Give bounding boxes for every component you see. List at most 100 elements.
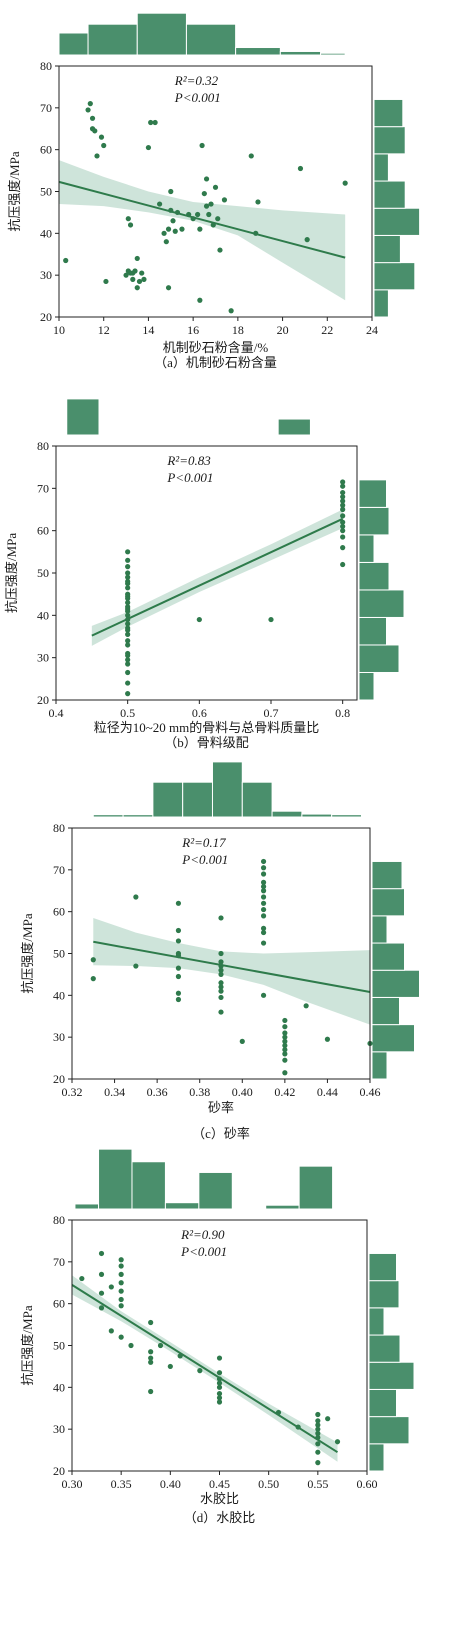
data-point xyxy=(282,1051,288,1057)
data-point xyxy=(125,600,131,606)
marginal-y-bar xyxy=(358,644,400,673)
p-value-annotation: P<0.001 xyxy=(180,1244,227,1259)
data-point xyxy=(123,272,129,278)
data-point xyxy=(125,606,131,612)
data-point xyxy=(315,1418,321,1424)
data-point xyxy=(340,483,346,489)
x-tick-label: 0.35 xyxy=(111,1477,132,1491)
data-point xyxy=(125,638,131,644)
data-point xyxy=(94,153,100,159)
data-point xyxy=(275,1409,282,1416)
x-axis-label: 粒径为10~20 mm的骨料与总骨料质量比 xyxy=(94,720,320,735)
data-point xyxy=(125,680,131,686)
data-point xyxy=(118,1296,124,1303)
data-point xyxy=(79,1275,85,1282)
data-point xyxy=(172,228,178,234)
data-point xyxy=(148,1355,154,1361)
data-point xyxy=(216,1355,223,1361)
marginal-x-bar xyxy=(164,1202,200,1210)
data-point xyxy=(216,1370,223,1376)
marginal-histogram-x xyxy=(74,1148,334,1210)
marginal-histogram-x xyxy=(58,12,346,56)
y-tick-label: 40 xyxy=(53,1380,65,1394)
data-point xyxy=(197,297,203,303)
data-point xyxy=(87,101,93,107)
data-point xyxy=(98,1290,105,1296)
marginal-y-bar xyxy=(373,153,389,182)
data-point xyxy=(217,247,223,253)
data-point xyxy=(175,990,182,996)
data-point xyxy=(92,128,98,134)
data-point xyxy=(282,1038,288,1044)
data-point xyxy=(203,203,210,209)
marginal-x-bar xyxy=(277,418,311,436)
y-tick-label: 50 xyxy=(40,185,52,199)
data-point xyxy=(340,494,346,500)
data-point xyxy=(340,489,346,496)
data-point xyxy=(248,153,254,159)
data-point xyxy=(125,570,131,576)
data-point xyxy=(118,1263,124,1269)
data-point xyxy=(315,1434,321,1441)
marginal-x-bar xyxy=(122,814,154,818)
data-point xyxy=(190,216,196,222)
y-tick-label: 80 xyxy=(40,59,52,73)
x-tick-label: 10 xyxy=(53,323,65,337)
data-point xyxy=(295,1424,301,1430)
marginal-y-bar xyxy=(373,234,401,264)
data-point xyxy=(89,115,96,121)
data-point xyxy=(297,165,304,172)
chart-panel-a: 10 12 14 16 18 20 22 24 20 30 40 50 60 70 80 抗压强度/MPa 机制… xyxy=(7,12,421,370)
marginal-y-bar xyxy=(368,1334,401,1363)
data-point xyxy=(125,631,131,637)
x-tick-label: 12 xyxy=(98,323,110,337)
data-point xyxy=(103,278,109,285)
data-point xyxy=(315,1426,321,1432)
data-point xyxy=(125,593,131,599)
data-point xyxy=(134,255,140,262)
data-point xyxy=(98,1305,105,1311)
marginal-x-bar xyxy=(136,12,187,56)
data-point xyxy=(125,564,131,570)
data-point xyxy=(260,888,267,894)
marginal-y-bar xyxy=(371,860,403,890)
data-point xyxy=(304,237,310,243)
data-point xyxy=(125,627,131,633)
y-ticks: 20 30 40 50 60 70 80 xyxy=(40,59,59,324)
data-point xyxy=(340,513,346,519)
data-point xyxy=(197,226,203,232)
p-value-annotation: P<0.001 xyxy=(174,90,221,105)
marginal-y-bar xyxy=(373,207,421,236)
panel-caption: （d）水胶比 xyxy=(184,1510,256,1525)
data-point xyxy=(125,642,131,648)
marginal-x-bar xyxy=(152,781,184,818)
data-point xyxy=(260,883,267,890)
marginal-y-bar xyxy=(373,289,389,318)
data-point xyxy=(125,616,131,623)
chart-panel-c: 0.32 0.34 0.36 0.38 0.40 0.42 0.44 0.46 20 30 40 50… xyxy=(20,761,420,1141)
data-point xyxy=(325,1416,331,1422)
y-tick-label: 70 xyxy=(40,101,52,115)
data-point xyxy=(282,1024,288,1030)
data-point xyxy=(340,523,346,530)
marginal-x-bar xyxy=(66,398,100,436)
marginal-histogram-x xyxy=(66,398,311,436)
marginal-y-bar xyxy=(371,996,400,1026)
data-point xyxy=(161,230,167,236)
x-tick-label: 20 xyxy=(277,323,289,337)
data-point xyxy=(132,268,138,274)
data-point xyxy=(85,107,91,113)
confidence-band xyxy=(93,917,371,1025)
y-tick-label: 40 xyxy=(53,988,65,1002)
x-tick-label: 14 xyxy=(142,323,154,337)
x-tick-label: 0.42 xyxy=(274,1085,295,1099)
panel-caption: （a）机制砂石粉含量 xyxy=(154,355,277,370)
x-tick-label: 18 xyxy=(232,323,244,337)
r-squared-annotation: R²=0.32 xyxy=(174,73,219,88)
data-point xyxy=(255,199,261,205)
data-point xyxy=(127,222,134,228)
marginal-y-bar xyxy=(368,1307,385,1336)
marginal-x-bar xyxy=(98,1148,133,1210)
marginal-y-bar xyxy=(371,969,420,998)
data-point xyxy=(334,1439,341,1445)
